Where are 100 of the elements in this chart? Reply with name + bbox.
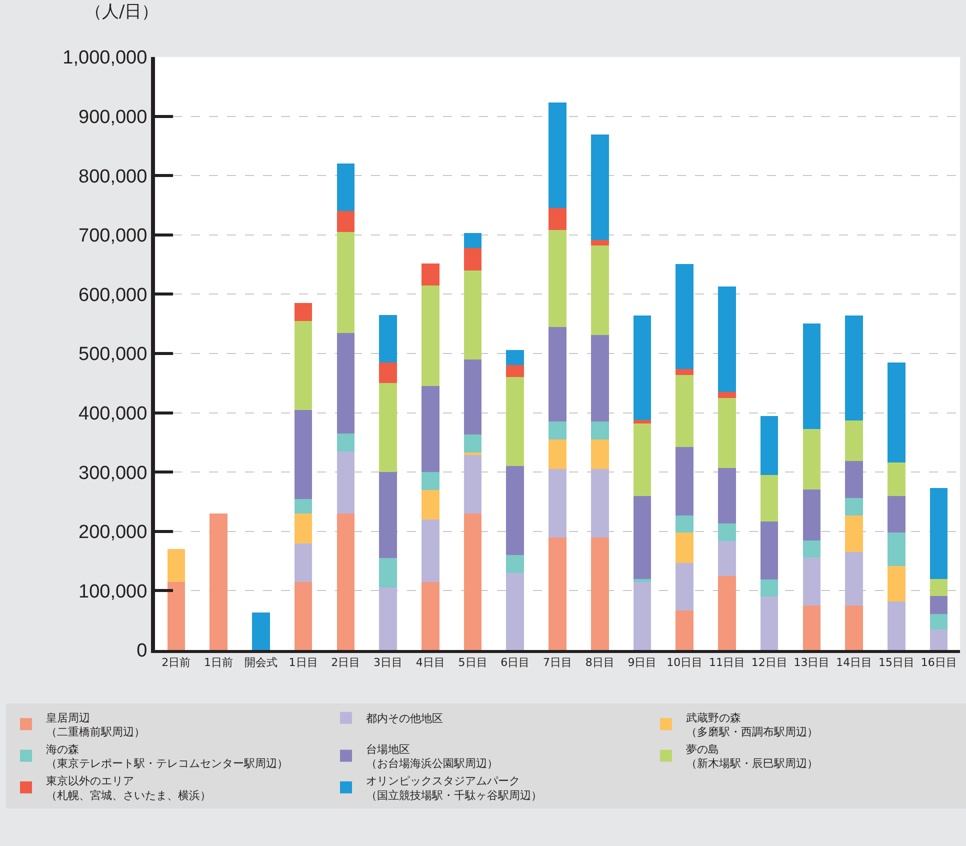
y-tick-label: 400,000 (78, 403, 148, 424)
bar (294, 410, 312, 499)
bar (464, 454, 482, 514)
bar (379, 362, 397, 384)
x-tick-label: 9日目 (628, 656, 657, 670)
bar (336, 211, 355, 232)
bar (464, 270, 482, 360)
bar (336, 451, 355, 514)
bar (760, 596, 778, 650)
bar (718, 524, 736, 541)
bar (590, 537, 609, 650)
bar (336, 164, 355, 212)
bar (633, 496, 652, 579)
bar (718, 392, 736, 398)
x-tick-label: 14日目 (836, 656, 872, 670)
x-tick-label: 5日目 (458, 656, 488, 670)
bar (930, 614, 948, 630)
y-tick-label: 300,000 (78, 462, 148, 484)
legend-label: オリンピックスタジアムパーク（国立競技場駅・千駄ヶ谷駅周辺） (366, 774, 542, 802)
y-tick-label: 900,000 (78, 106, 148, 128)
bar (336, 434, 355, 452)
bar (336, 232, 355, 333)
bar (760, 521, 778, 580)
bar (676, 374, 694, 448)
bar (802, 557, 821, 606)
bar (845, 552, 863, 606)
bar (888, 496, 906, 533)
bar (464, 514, 482, 650)
bar (845, 606, 863, 650)
x-tick-label: 11日目 (708, 656, 745, 670)
bar (379, 314, 397, 362)
y-tick-label: 100,000 (78, 581, 148, 602)
legend-label: 都内その他地区 (366, 712, 443, 726)
bar (464, 359, 482, 435)
x-tick-label: 16日目 (920, 656, 957, 670)
bar (506, 572, 524, 650)
bar (676, 368, 694, 375)
x-tick-label: 7日目 (543, 656, 572, 670)
bar (379, 472, 397, 558)
bar (379, 383, 397, 472)
bar (506, 350, 524, 365)
bar (590, 240, 609, 246)
bar (422, 386, 440, 472)
bar (548, 422, 566, 440)
bar (888, 362, 906, 463)
x-tick-label: 2日前 (162, 656, 191, 670)
y-tick-label: 200,000 (78, 522, 148, 544)
bar (718, 286, 736, 392)
bar (252, 612, 270, 650)
bar (548, 439, 566, 470)
bar (633, 316, 652, 420)
bar (590, 422, 609, 440)
bar (676, 532, 694, 563)
bar (422, 285, 440, 386)
bar (633, 423, 652, 496)
x-tick-label: 3日目 (374, 656, 403, 670)
bar (802, 428, 821, 490)
bar (676, 264, 694, 369)
bar (590, 469, 609, 538)
bar (802, 489, 821, 540)
bar (336, 514, 355, 650)
bar (845, 316, 863, 421)
bar (930, 578, 948, 596)
bar (379, 588, 397, 650)
bar (590, 335, 609, 422)
bar (422, 582, 440, 650)
bar (718, 540, 736, 576)
bar (718, 576, 736, 650)
bar (888, 566, 906, 602)
bar (294, 320, 312, 410)
bar (294, 514, 312, 544)
bar (336, 332, 355, 434)
bar (760, 579, 778, 597)
bar (802, 323, 821, 429)
bar (888, 532, 906, 566)
bar (422, 472, 440, 490)
y-axis-title: （人/日） (85, 2, 159, 22)
bar (633, 582, 652, 650)
bar (548, 537, 566, 650)
bar (548, 469, 566, 538)
bar (167, 582, 186, 650)
bar (548, 208, 566, 230)
bar (294, 303, 312, 321)
bar (294, 543, 312, 582)
bar (676, 515, 694, 533)
x-tick-label: 10日目 (666, 656, 703, 670)
bar (845, 515, 863, 552)
y-tick-label: 1,000,000 (62, 48, 148, 69)
bar (506, 466, 524, 556)
legend-label: 東京以外のエリア（札幌、宮城、さいたま、横浜） (46, 774, 211, 802)
bar (548, 102, 566, 208)
bar (590, 439, 609, 470)
bar (590, 134, 609, 240)
y-tick-label: 0 (136, 640, 148, 662)
bar (676, 562, 694, 610)
y-tick-label: 700,000 (78, 226, 148, 247)
bar (930, 488, 948, 579)
bar (167, 549, 186, 582)
bar (464, 248, 482, 270)
bar (548, 326, 566, 422)
